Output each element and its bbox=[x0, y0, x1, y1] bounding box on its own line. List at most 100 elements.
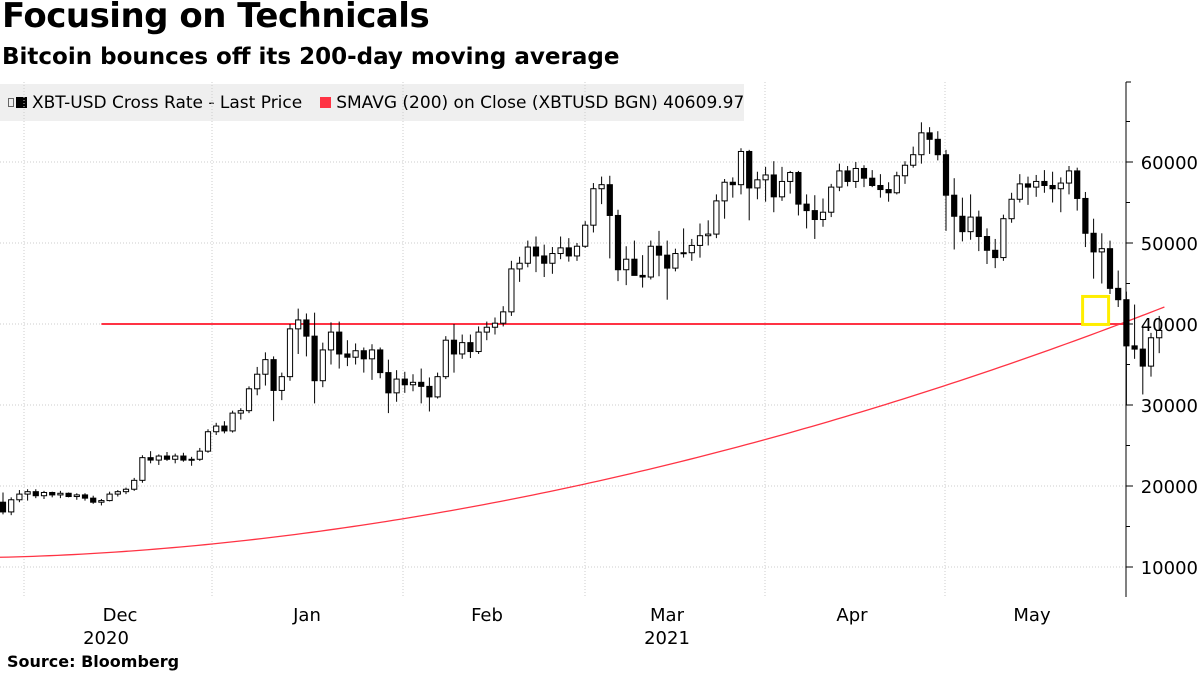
candle-up bbox=[910, 154, 917, 166]
candle-up bbox=[229, 412, 236, 432]
x-tick-year: 2020 bbox=[83, 628, 129, 649]
candle-up bbox=[557, 247, 564, 255]
candle-down bbox=[180, 455, 187, 461]
candle-up bbox=[434, 376, 441, 398]
candle-up bbox=[237, 410, 244, 414]
legend: XBT-USD Cross Rate - Last Price SMAVG (2… bbox=[0, 84, 744, 121]
candle-up bbox=[393, 378, 400, 394]
candle-up bbox=[573, 245, 581, 257]
candle-down bbox=[147, 457, 154, 461]
candle-up bbox=[713, 200, 720, 235]
candle-up bbox=[1065, 170, 1073, 184]
candle-up bbox=[1033, 180, 1040, 188]
y-tick-label: 20000 bbox=[1141, 477, 1198, 498]
candle-down bbox=[32, 491, 39, 497]
candle-down bbox=[1090, 232, 1097, 253]
candle-up bbox=[672, 253, 679, 269]
candle-down bbox=[1106, 248, 1114, 289]
candle-up bbox=[754, 179, 761, 189]
candle-up bbox=[623, 258, 630, 271]
candle-down bbox=[426, 385, 433, 398]
candle-down bbox=[606, 184, 613, 216]
candle-down bbox=[811, 210, 818, 221]
candle-up bbox=[196, 450, 203, 460]
candle-down bbox=[360, 350, 367, 360]
candle-up bbox=[352, 350, 359, 358]
candle-down bbox=[303, 319, 310, 337]
candle-down bbox=[1139, 348, 1146, 367]
candle-down bbox=[1041, 180, 1048, 186]
candle-down bbox=[377, 349, 384, 374]
x-tick-label: Feb bbox=[471, 605, 503, 626]
legend-swatch-price bbox=[16, 97, 27, 108]
candle-up bbox=[295, 319, 302, 330]
x-tick-label: Dec bbox=[103, 605, 138, 626]
y-tick-label: 30000 bbox=[1141, 396, 1198, 417]
candle-up bbox=[787, 172, 794, 182]
candle-down bbox=[746, 150, 753, 189]
candle-up bbox=[57, 492, 64, 496]
candle-down bbox=[336, 331, 343, 355]
candle-up bbox=[254, 373, 261, 390]
candle-up bbox=[114, 491, 121, 495]
candle-down bbox=[1123, 299, 1130, 347]
y-tick-label: 60000 bbox=[1141, 153, 1198, 174]
y-tick-label: 50000 bbox=[1141, 234, 1198, 255]
candle-up bbox=[1008, 198, 1015, 220]
candle-down bbox=[885, 189, 892, 194]
candle-up bbox=[500, 311, 507, 324]
candle-up bbox=[139, 457, 146, 481]
candle-up bbox=[155, 455, 162, 461]
candle-up bbox=[828, 186, 835, 213]
candle-up bbox=[409, 381, 417, 386]
candle-down bbox=[270, 359, 277, 391]
candle-down bbox=[467, 342, 474, 353]
candle-up bbox=[819, 211, 827, 221]
candle-up bbox=[598, 184, 605, 190]
candle-down bbox=[664, 254, 671, 269]
candle-up bbox=[73, 494, 80, 498]
candle-up bbox=[1156, 329, 1163, 339]
source-note: Source: Bloomberg bbox=[7, 652, 180, 671]
candle-up bbox=[172, 455, 179, 460]
x-tick-label: Apr bbox=[836, 605, 868, 626]
candle-down bbox=[418, 381, 425, 387]
candle-down bbox=[934, 138, 941, 156]
candle-down bbox=[450, 339, 458, 355]
candle-up bbox=[40, 491, 48, 497]
candle-down bbox=[639, 274, 646, 278]
candle-up bbox=[1016, 183, 1023, 200]
candle-down bbox=[81, 494, 89, 499]
candle-down bbox=[631, 258, 638, 276]
x-tick-label: Mar bbox=[650, 605, 685, 626]
candle-up bbox=[1098, 248, 1105, 253]
candle-down bbox=[655, 245, 663, 256]
candle-up bbox=[98, 500, 105, 503]
candle-up bbox=[204, 431, 212, 452]
candle-up bbox=[16, 493, 23, 501]
candle-up bbox=[508, 268, 515, 313]
candle-down bbox=[803, 203, 810, 212]
candle-up bbox=[483, 326, 490, 333]
candle-down bbox=[860, 167, 868, 179]
candle-down bbox=[401, 378, 408, 386]
candle-up bbox=[778, 180, 786, 198]
candle-up bbox=[762, 174, 769, 181]
candle-up bbox=[852, 167, 859, 182]
candle-up bbox=[688, 244, 695, 254]
legend-item-price: XBT-USD Cross Rate - Last Price bbox=[8, 93, 302, 113]
candle-up bbox=[901, 164, 909, 177]
candle-up bbox=[188, 458, 195, 461]
candle-up bbox=[8, 499, 15, 513]
x-tick-label: May bbox=[1013, 605, 1051, 626]
candle-up bbox=[549, 253, 556, 264]
legend-label-price: XBT-USD Cross Rate - Last Price bbox=[32, 92, 303, 113]
x-tick-year: 2021 bbox=[644, 628, 690, 649]
chart-title: Focusing on Technicals bbox=[2, 0, 430, 36]
candle-up bbox=[721, 181, 728, 202]
candle-up bbox=[647, 245, 654, 278]
candle-down bbox=[163, 455, 171, 460]
candle-up bbox=[368, 349, 376, 360]
candle-down bbox=[926, 132, 933, 140]
